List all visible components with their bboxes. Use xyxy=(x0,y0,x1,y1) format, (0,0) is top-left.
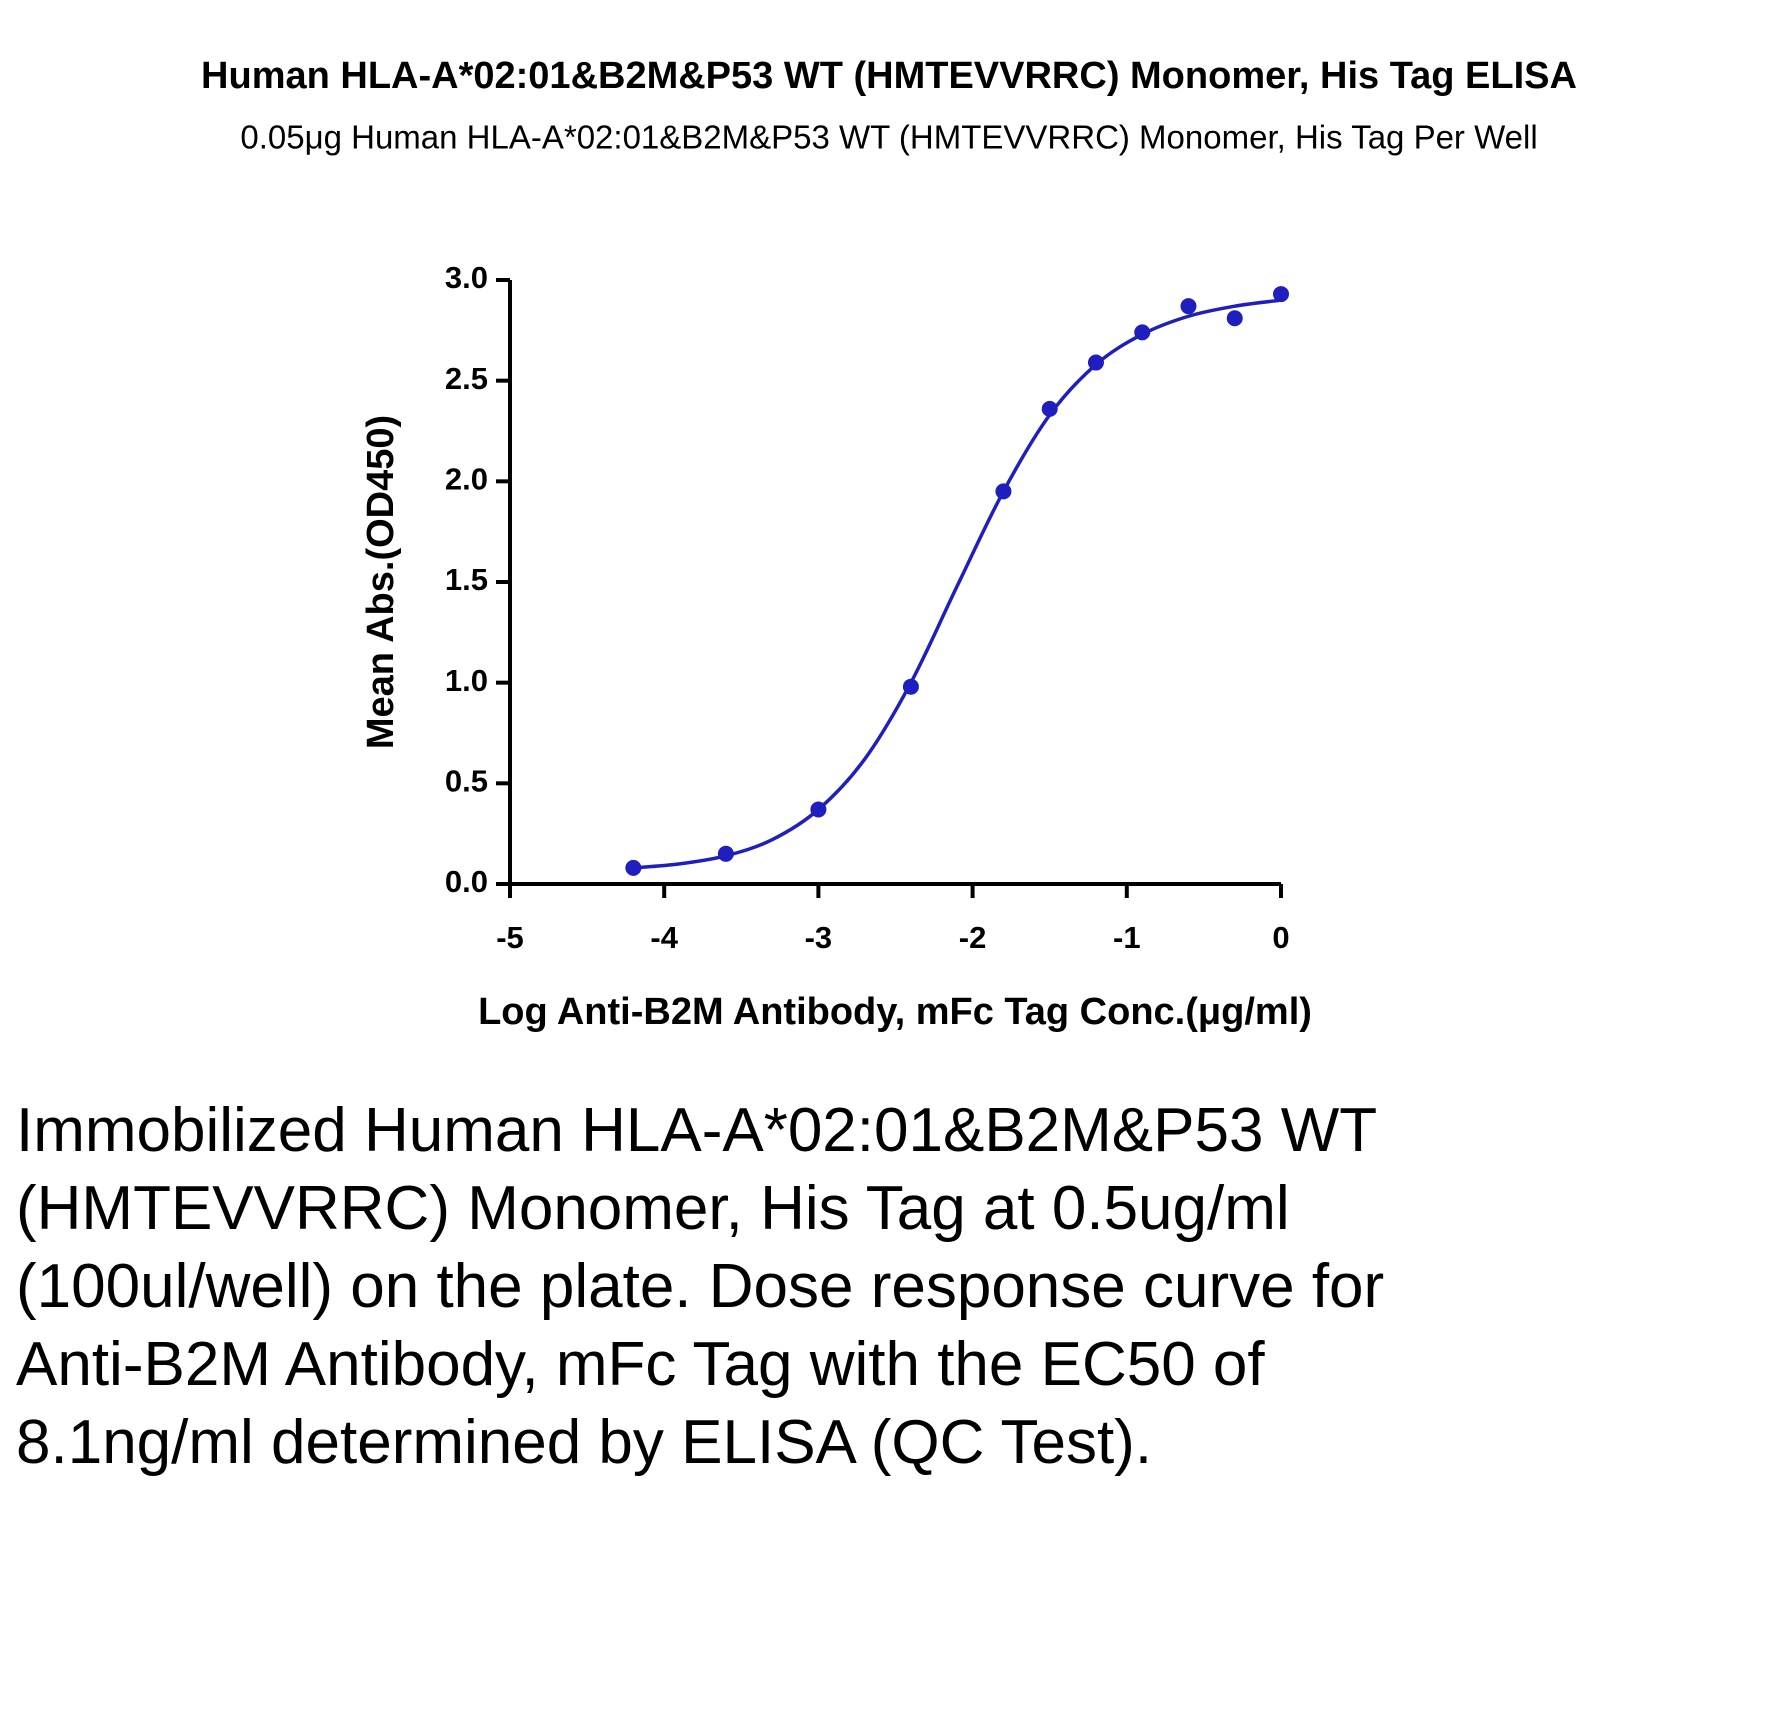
fit-curve xyxy=(633,298,1282,870)
x-tick-label: -4 xyxy=(650,920,678,955)
data-point xyxy=(1226,310,1243,327)
x-tick-label: -1 xyxy=(1113,920,1141,955)
y-tick-label: 2.5 xyxy=(445,361,488,396)
chart: Human HLA-A*02:01&B2M&P53 WT (HMTEVVRRC)… xyxy=(201,55,1577,1033)
x-tick-label: -2 xyxy=(959,920,987,955)
x-tick-label: -3 xyxy=(805,920,833,955)
data-point xyxy=(1273,286,1289,303)
x-tick-label: 0 xyxy=(1272,920,1289,955)
y-tick-label: 1.5 xyxy=(445,562,488,597)
y-tick-label: 0.0 xyxy=(445,864,488,899)
y-tick-label: 2.0 xyxy=(445,462,488,497)
x-axis-title: Log Anti-B2M Antibody, mFc Tag Conc.(μg/… xyxy=(478,991,1312,1033)
y-tick-label: 1.0 xyxy=(445,663,488,698)
chart-title: Human HLA-A*02:01&B2M&P53 WT (HMTEVVRRC)… xyxy=(201,55,1577,97)
y-axis-title: Mean Abs.(OD450) xyxy=(360,415,402,749)
y-tick-label: 0.5 xyxy=(445,764,488,799)
data-point xyxy=(1041,400,1058,417)
chart-subtitle: 0.05μg Human HLA-A*02:01&B2M&P53 WT (HMT… xyxy=(240,119,1537,156)
y-tick-label: 3.0 xyxy=(445,260,488,295)
data-point xyxy=(1180,298,1197,315)
description: Immobilized Human HLA-A*02:01&B2M&P53 WT… xyxy=(16,1096,1385,1477)
x-tick-label: -5 xyxy=(496,920,524,955)
